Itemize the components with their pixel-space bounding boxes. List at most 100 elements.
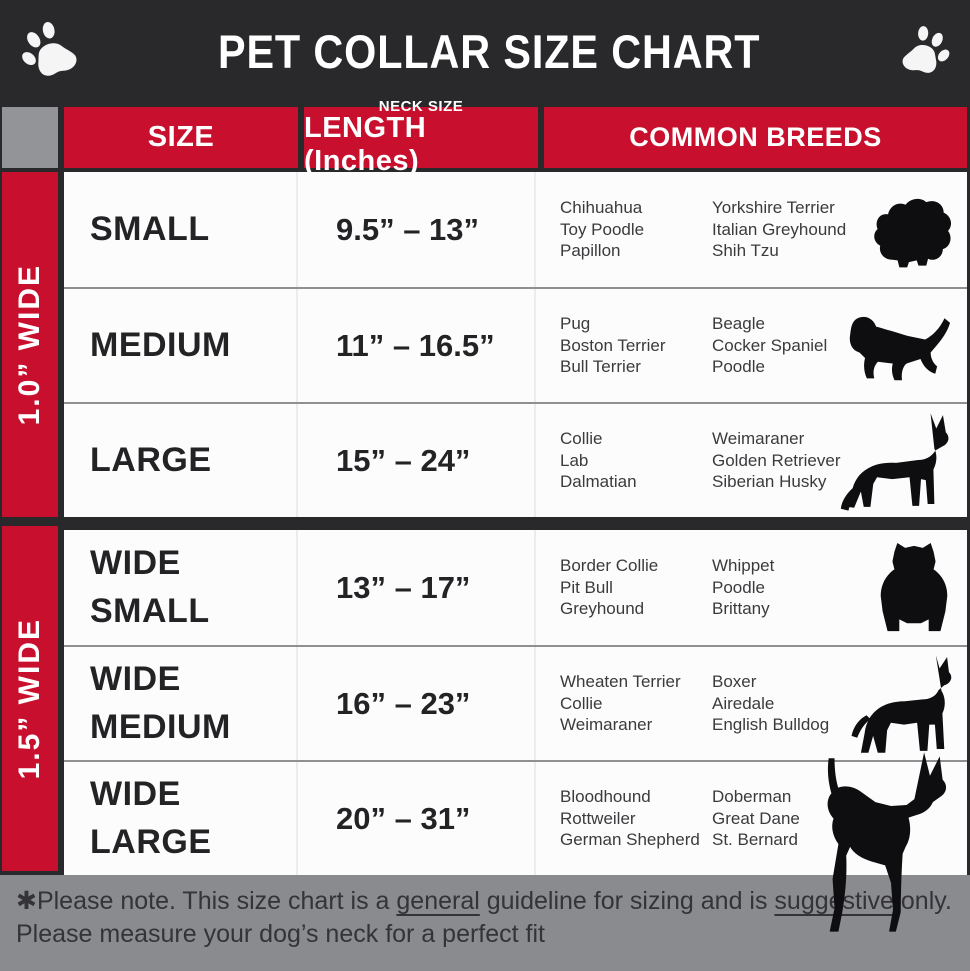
- shepherd-dog-icon: [837, 407, 963, 514]
- size-cell: LARGE: [64, 404, 298, 517]
- breed-name: Collie: [560, 429, 603, 449]
- breed-name: Beagle: [712, 314, 765, 334]
- table-row-small: SMALL 9.5” – 13” Chihuahua Toy Poodle Pa…: [64, 172, 967, 287]
- table-row-medium: MEDIUM 11” – 16.5” Pug Boston Terrier Bu…: [64, 287, 967, 402]
- breed-name: Chihuahua: [560, 198, 643, 218]
- length-cell: 16” – 23”: [298, 647, 536, 760]
- group-divider: [2, 517, 58, 526]
- column-header-neck-size: NECK SIZE LENGTH (Inches): [304, 98, 538, 177]
- neck-size-caption: NECK SIZE: [378, 97, 464, 115]
- length-cell: 11” – 16.5”: [298, 289, 536, 402]
- size-label: WIDE LARGE: [90, 774, 212, 861]
- size-cell: WIDE LARGE: [64, 762, 298, 875]
- breed-list: Pug Boston Terrier Bull Terrier: [560, 313, 712, 378]
- width-bar-1-inch: 1.0” WIDE: [2, 172, 58, 517]
- length-cell: 15” – 24”: [298, 404, 536, 517]
- group-divider: [64, 517, 967, 526]
- breeds-cell: Wheaten Terrier Collie Weimaraner Boxer …: [536, 647, 967, 760]
- size-label: SMALL: [90, 209, 210, 248]
- breed-name: Great Dane: [712, 808, 800, 828]
- bulldog-dog-icon: [865, 540, 963, 636]
- table-row-wide-large: WIDE LARGE 20” – 31” Bloodhound Rottweil…: [64, 752, 967, 932]
- size-label: LARGE: [90, 440, 212, 479]
- footer-note: ✱Please note. This size chart is a gener…: [0, 875, 970, 971]
- breed-name: Poodle: [712, 357, 765, 377]
- corner-spacer: [2, 107, 58, 168]
- breed-list: Border Collie Pit Bull Greyhound: [560, 555, 712, 620]
- breed-name: Cocker Spaniel: [712, 335, 828, 355]
- breed-list: Bloodhound Rottweiler German Shepherd: [560, 786, 712, 851]
- breed-list: Wheaten Terrier Collie Weimaraner: [560, 671, 712, 736]
- breed-list: Doberman Great Dane St. Bernard: [712, 786, 872, 851]
- breed-name: Toy Poodle: [560, 219, 645, 239]
- breed-name: Boxer: [712, 672, 757, 692]
- breed-name: Golden Retriever: [712, 450, 841, 470]
- table-main: SIZE NECK SIZE LENGTH (Inches) COMMON BR…: [64, 98, 967, 932]
- breed-name: Bull Terrier: [560, 357, 641, 377]
- breed-name: Whippet: [712, 556, 775, 576]
- pitbull-dog-icon: [845, 651, 963, 757]
- size-chart-table: 1.0” WIDE 1.5” WIDE SIZE NECK SIZE LENGT…: [0, 98, 970, 932]
- breed-name: Airedale: [712, 693, 775, 713]
- size-cell: MEDIUM: [64, 289, 298, 402]
- size-cell: SMALL: [64, 172, 298, 287]
- group-1-5-inch-wide: WIDE SMALL 13” – 17” Border Collie Pit B…: [64, 530, 967, 932]
- breeds-cell: Border Collie Pit Bull Greyhound Whippet…: [536, 530, 967, 645]
- breed-name: Weimaraner: [712, 429, 805, 449]
- breeds-cell: Bloodhound Rottweiler German Shepherd Do…: [536, 752, 967, 932]
- size-cell: WIDE MEDIUM: [64, 647, 298, 760]
- breed-list: Weimaraner Golden Retriever Siberian Hus…: [712, 428, 872, 493]
- note-text-underlined: general: [396, 887, 480, 915]
- table-row-large: LARGE 15” – 24” Collie Lab Dalmatian Wei…: [64, 402, 967, 517]
- breed-name: Greyhound: [560, 599, 645, 619]
- width-label: 1.5” WIDE: [13, 617, 46, 780]
- breed-name: Lab: [560, 450, 589, 470]
- title-band: PET COLLAR SIZE CHART: [0, 0, 970, 102]
- breed-name: English Bulldog: [712, 715, 830, 735]
- fluffy-toy-dog-icon: [867, 190, 963, 270]
- breed-name: Siberian Husky: [712, 472, 827, 492]
- length-cell: 20” – 31”: [298, 762, 536, 875]
- column-header-common-breeds: COMMON BREEDS: [544, 107, 967, 168]
- table-row-wide-small: WIDE SMALL 13” – 17” Border Collie Pit B…: [64, 530, 967, 645]
- breeds-cell: Pug Boston Terrier Bull Terrier Beagle C…: [536, 289, 967, 402]
- breed-name: Border Collie: [560, 556, 659, 576]
- length-inches-caption: LENGTH (Inches): [304, 111, 427, 177]
- size-label: MEDIUM: [90, 325, 231, 364]
- breed-list: Chihuahua Toy Poodle Papillon: [560, 197, 712, 262]
- size-label: WIDE MEDIUM: [90, 659, 231, 746]
- breed-name: Poodle: [712, 577, 765, 597]
- note-text: guideline for sizing and is: [479, 887, 775, 915]
- table-row-wide-medium: WIDE MEDIUM 16” – 23” Wheaten Terrier Co…: [64, 645, 967, 760]
- length-cell: 13” – 17”: [298, 530, 536, 645]
- length-cell: 9.5” – 13”: [298, 172, 536, 287]
- breed-name: Pug: [560, 314, 591, 334]
- breed-name: Papillon: [560, 241, 621, 261]
- breed-name: German Shepherd: [560, 830, 700, 850]
- collar-width-strip: 1.0” WIDE 1.5” WIDE: [2, 104, 58, 875]
- width-label: 1.0” WIDE: [13, 263, 46, 426]
- breed-name: Shih Tzu: [712, 241, 779, 261]
- breed-name: Brittany: [712, 599, 770, 619]
- breed-list: Collie Lab Dalmatian: [560, 428, 712, 493]
- group-1-inch-wide: SMALL 9.5” – 13” Chihuahua Toy Poodle Pa…: [64, 172, 967, 517]
- note-line-1: ✱Please note. This size chart is a gener…: [16, 885, 954, 918]
- breeds-cell: Collie Lab Dalmatian Weimaraner Golden R…: [536, 404, 967, 517]
- breed-name: Italian Greyhound: [712, 219, 847, 239]
- breed-name: Rottweiler: [560, 808, 636, 828]
- note-text: ✱Please note. This size chart is a: [16, 887, 397, 915]
- paw-icon: [5, 10, 87, 92]
- breed-name: Bloodhound: [560, 787, 651, 807]
- paw-icon: [895, 18, 961, 84]
- size-label: WIDE SMALL: [90, 543, 210, 630]
- breed-name: Collie: [560, 693, 603, 713]
- breed-name: Weimaraner: [560, 715, 653, 735]
- breed-list: Beagle Cocker Spaniel Poodle: [712, 313, 872, 378]
- beagle-dog-icon: [841, 306, 963, 386]
- table-header-row: SIZE NECK SIZE LENGTH (Inches) COMMON BR…: [64, 98, 967, 177]
- note-text: only.: [893, 887, 952, 915]
- column-header-size: SIZE: [64, 107, 298, 168]
- breed-name: Yorkshire Terrier: [712, 198, 835, 218]
- breed-list: Whippet Poodle Brittany: [712, 555, 872, 620]
